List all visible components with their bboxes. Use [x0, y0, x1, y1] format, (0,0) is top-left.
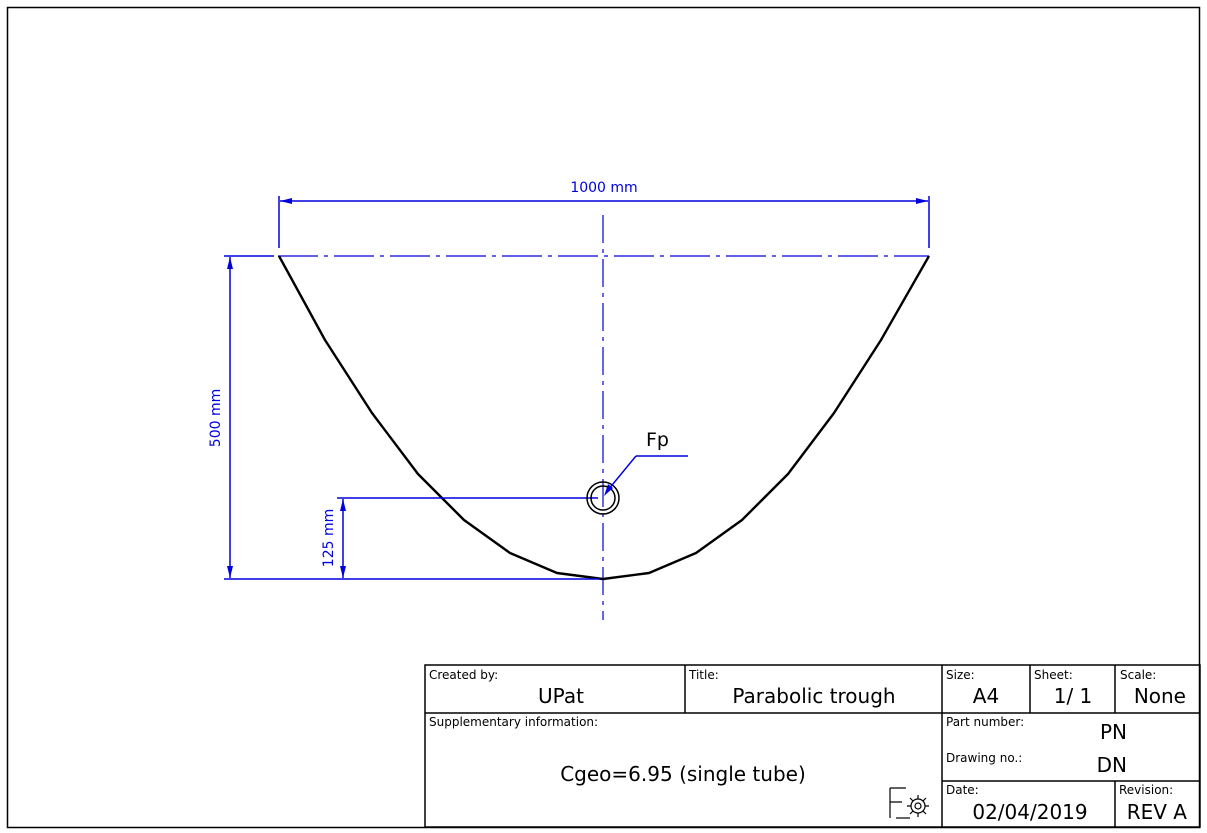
size-value: A4	[973, 684, 999, 708]
title-value: Parabolic trough	[732, 684, 895, 708]
supplementary-value: Cgeo=6.95 (single tube)	[560, 762, 806, 786]
width-dimension-label: 1000 mm	[570, 180, 637, 196]
scale-value: None	[1134, 684, 1186, 708]
scale-label: Scale:	[1120, 668, 1156, 682]
height-dimension-label: 500 mm	[208, 389, 224, 447]
focus-label: Fp	[646, 429, 669, 451]
width-dimension	[278, 196, 930, 248]
focus-dimension-label: 125 mm	[321, 509, 337, 567]
title-label: Title:	[688, 668, 719, 682]
created-by-label: Created by:	[429, 668, 498, 682]
focus-dimension	[337, 497, 598, 578]
created-by-value: UPat	[538, 684, 584, 708]
height-dimension	[224, 255, 600, 580]
receiver-tube	[586, 481, 620, 515]
part-number-label: Part number:	[946, 715, 1024, 729]
revision-label: Revision:	[1119, 783, 1173, 797]
revision-value: REV A	[1127, 800, 1188, 824]
date-label: Date:	[946, 783, 979, 797]
sheet-label: Sheet:	[1034, 668, 1073, 682]
drawing-no-label: Drawing no.:	[946, 751, 1022, 765]
title-block	[424, 664, 1201, 828]
focus-leader	[604, 455, 688, 496]
freecad-logo-icon	[889, 787, 929, 819]
size-label: Size:	[946, 668, 975, 682]
supplementary-label: Supplementary information:	[429, 715, 598, 729]
drawing-no-value: DN	[1097, 753, 1127, 777]
part-number-value: PN	[1100, 720, 1127, 744]
date-value: 02/04/2019	[972, 800, 1087, 824]
parabola-profile	[277, 255, 931, 581]
sheet-value: 1/ 1	[1054, 684, 1093, 708]
center-lines	[278, 215, 929, 620]
